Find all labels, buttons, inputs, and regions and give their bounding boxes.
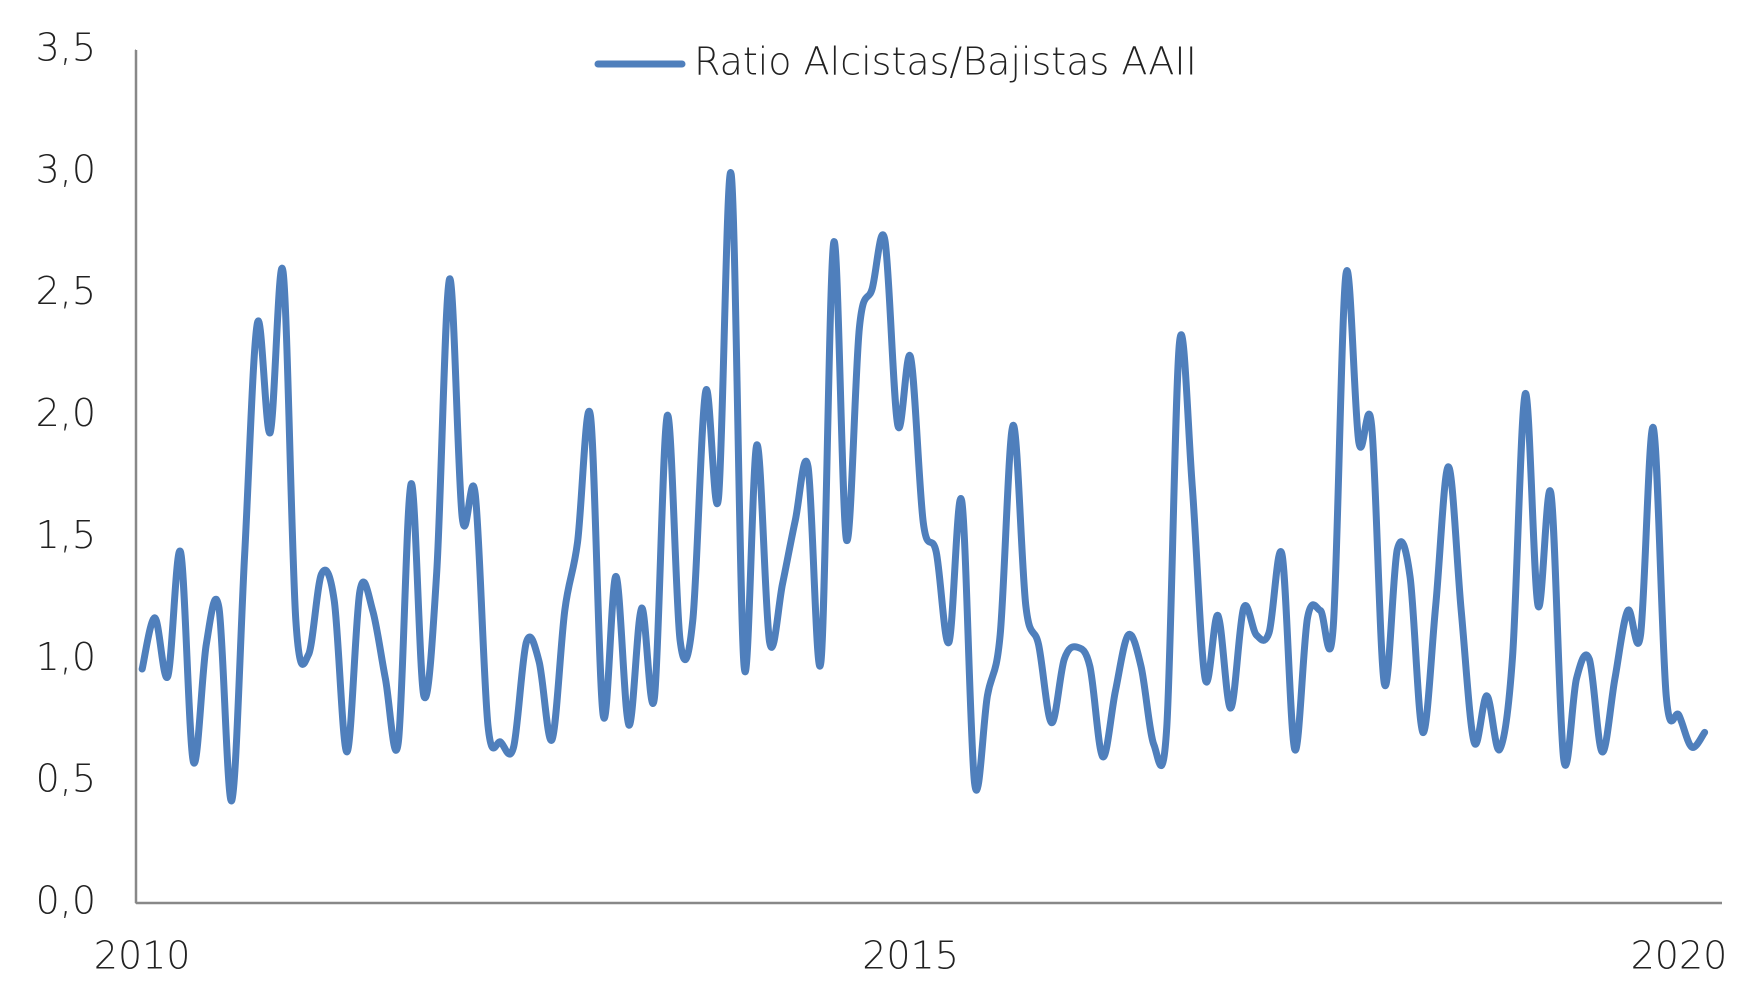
data-line	[138, 169, 1709, 805]
y-tick-label: 2,5	[36, 269, 96, 313]
y-tick-label: 0,0	[36, 879, 96, 923]
y-tick-label: 0,5	[36, 757, 96, 801]
legend-label: Ratio Alcistas/Bajistas AAII	[694, 40, 1197, 84]
x-tick-label: 2015	[862, 934, 959, 978]
x-tick-label: 2010	[94, 934, 191, 978]
y-tick-label: 2,0	[36, 391, 96, 435]
y-tick-label: 1,5	[36, 513, 96, 557]
x-tick-label: 2020	[1631, 934, 1728, 978]
y-tick-label: 3,0	[36, 147, 96, 191]
y-tick-label: 3,5	[36, 26, 96, 70]
y-tick-label: 1,0	[36, 635, 96, 679]
